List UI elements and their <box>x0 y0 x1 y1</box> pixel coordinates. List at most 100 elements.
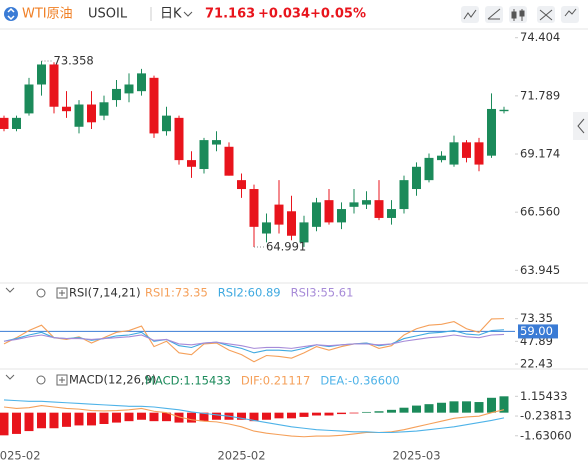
candle-body <box>399 180 409 210</box>
macd-bar <box>362 411 371 413</box>
legend-entry: DIF:0.21117 <box>241 374 310 388</box>
candle-body <box>249 189 259 227</box>
macd-bar <box>349 412 359 414</box>
candle-body <box>462 142 471 158</box>
macd-bar <box>0 412 9 436</box>
low-annotation: 64.991 <box>266 240 306 254</box>
y-tick-label: 71.789 <box>520 88 560 102</box>
candle-body <box>474 142 484 165</box>
macd-bar <box>137 412 146 420</box>
collapse-icon[interactable] <box>5 287 15 293</box>
macd-bar <box>487 397 496 413</box>
instrument-name[interactable]: WTI原油 <box>22 7 73 22</box>
settings-icon[interactable] <box>36 375 46 385</box>
candle-body <box>274 204 284 225</box>
period-dropdown[interactable] <box>183 11 193 17</box>
macd-bar <box>112 412 121 423</box>
y-tick-label: 59.00 <box>520 324 553 338</box>
macd-bar <box>287 412 296 419</box>
candle-body <box>287 211 296 236</box>
indicator-line <box>3 318 505 363</box>
candle-body <box>349 202 359 207</box>
y-tick-label: 73.35 <box>520 311 553 325</box>
indicator-line <box>3 333 505 349</box>
tick-highlight <box>518 324 558 339</box>
macd-bar <box>162 412 171 422</box>
macd-bar <box>474 402 484 413</box>
candle-body <box>237 180 246 190</box>
y-tick-label: -0.23813 <box>520 409 572 423</box>
price: 71.163 <box>205 7 255 22</box>
macd-bar <box>424 404 434 413</box>
macd-bar <box>212 412 221 420</box>
add-icon[interactable] <box>56 287 68 299</box>
candle-body <box>87 104 96 123</box>
candle-body <box>487 108 496 156</box>
candle-body <box>374 200 384 218</box>
candle-body <box>187 160 196 167</box>
macd-bar <box>337 412 346 415</box>
logo <box>4 7 18 21</box>
candle-body <box>362 200 371 205</box>
legend-entry: RSI2:60.89 <box>218 286 281 300</box>
indicator-line <box>3 405 505 438</box>
candle-body <box>437 155 446 161</box>
price-change: +0.034 <box>258 7 310 22</box>
y-tick-label: 1.15433 <box>520 389 568 403</box>
indicator-button[interactable] <box>461 6 479 23</box>
macd-bar <box>274 412 284 419</box>
macd-bar <box>387 409 396 413</box>
candle-body <box>412 166 421 190</box>
macd-bar <box>199 412 209 422</box>
macd-icons <box>5 374 68 386</box>
candle-body <box>499 109 509 112</box>
settings-icon[interactable] <box>36 288 46 298</box>
macd-bar <box>187 412 196 423</box>
y-tick-label: 74.404 <box>520 30 560 44</box>
candle-body <box>24 84 34 114</box>
collapse-icon[interactable] <box>5 374 15 380</box>
settings-button[interactable] <box>561 6 579 23</box>
candle-body <box>262 222 271 234</box>
macd-bar <box>174 412 184 423</box>
candle-body <box>62 106 71 112</box>
macd-bar <box>87 412 96 426</box>
y-tick-label: 22.43 <box>520 357 553 371</box>
period[interactable]: 日K <box>160 7 182 22</box>
macd-bar <box>262 412 271 420</box>
candle-body <box>0 117 9 129</box>
side-toggle[interactable] <box>573 112 588 140</box>
macd-bar <box>149 412 159 422</box>
y-tick-label: -1.63060 <box>520 428 572 442</box>
candle-body <box>174 117 184 161</box>
candle-body <box>337 209 346 223</box>
candle-body <box>224 146 234 176</box>
candle-body <box>137 73 146 92</box>
macd-bar <box>99 412 109 424</box>
candle-body <box>99 102 109 116</box>
macd-bar <box>249 412 259 422</box>
legend-entry: DEA:-0.36600 <box>320 374 399 388</box>
macd-bar <box>412 405 421 413</box>
high-annotation: 73.358 <box>54 53 94 67</box>
macd-bar <box>62 412 71 427</box>
candle-body <box>449 142 459 165</box>
macd-bar <box>24 412 34 432</box>
macd-title: MACD(12,26,9) <box>69 373 156 387</box>
macd-bar <box>437 402 446 413</box>
y-tick-label: 66.560 <box>520 205 560 219</box>
candle-body <box>162 115 171 132</box>
x-tick-label: 2025-02 <box>0 449 41 463</box>
rsi-title: RSI(7,14,21) <box>69 286 141 300</box>
candle-body <box>299 222 309 243</box>
toolbar <box>461 6 579 23</box>
legend-entry: RSI1:73.35 <box>145 286 208 300</box>
y-tick-label: 63.945 <box>520 263 560 277</box>
macd-bar <box>49 412 59 429</box>
candle-body <box>212 140 221 145</box>
macd-bar <box>299 412 309 417</box>
add-icon[interactable] <box>56 374 68 386</box>
x-tick-label: 2025-03 <box>392 449 440 463</box>
candle-body <box>74 104 84 127</box>
